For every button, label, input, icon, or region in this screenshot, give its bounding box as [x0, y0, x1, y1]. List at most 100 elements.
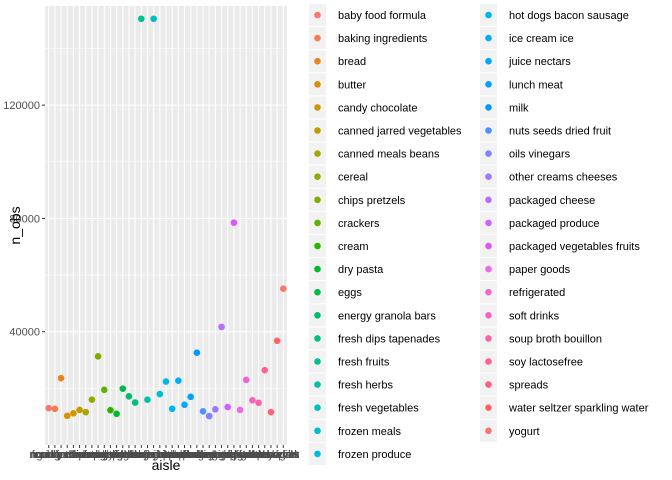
legend-label: eggs: [338, 287, 362, 299]
data-point: [218, 323, 225, 331]
data-point: [175, 377, 182, 385]
x-tick-label: other creams cheeses: [161, 449, 270, 461]
data-point: [224, 403, 232, 411]
data-point: [267, 408, 275, 416]
legend-marker: [314, 404, 321, 412]
legend-label: baby food formula: [338, 10, 427, 22]
legend-marker: [314, 104, 321, 111]
data-point: [261, 366, 269, 374]
data-point: [125, 392, 133, 400]
x-tick-label: soup broth bouillon: [212, 449, 305, 461]
legend-marker: [314, 81, 321, 88]
data-point: [205, 412, 213, 420]
x-tick-label: crackers: [83, 449, 125, 461]
legend-label: hot dogs bacon sausage: [509, 10, 629, 22]
legend-label: canned jarred vegetables: [338, 126, 462, 138]
data-point: [82, 408, 90, 416]
legend-marker: [485, 150, 492, 157]
data-point: [279, 285, 287, 292]
legend-marker: [485, 242, 492, 250]
legend: baby food formula baking ingredients bread…: [309, 4, 649, 465]
data-point: [150, 15, 157, 23]
y-axis: 40000 80000 120000: [3, 100, 45, 339]
x-tick-label: bread: [47, 449, 75, 461]
y-axis-title: n_obs: [7, 206, 23, 244]
legend-marker: [314, 312, 321, 319]
legend-label: energy granola bars: [338, 310, 436, 322]
x-tick-label: frozen produce: [129, 449, 202, 461]
legend-label: fresh herbs: [338, 380, 394, 392]
legend-label: fresh fruits: [338, 357, 390, 369]
legend-marker: [485, 196, 492, 204]
legend-marker: [485, 104, 492, 111]
x-tick-label: yogurt: [268, 449, 299, 461]
legend-label: nuts seeds dried fruit: [509, 126, 611, 138]
x-tick-label: soft drinks: [227, 449, 278, 461]
legend-marker: [485, 34, 492, 42]
x-tick-label: hot dogs bacon sausage: [112, 449, 232, 461]
legend-label: cream: [338, 241, 369, 253]
x-axis-title: aisle: [152, 457, 181, 473]
x-tick-label: canned jarred vegetables: [18, 449, 142, 461]
data-point: [100, 386, 108, 394]
legend-marker: [314, 450, 321, 458]
legend-marker: [485, 335, 492, 342]
data-point: [236, 406, 244, 414]
data-point: [230, 219, 238, 226]
legend-label: crackers: [338, 218, 380, 230]
legend-label: packaged produce: [509, 218, 600, 230]
legend-marker: [314, 196, 321, 204]
data-point: [273, 337, 281, 345]
data-point: [70, 409, 77, 417]
legend-marker: [314, 427, 321, 435]
legend-label: canned meals beans: [338, 149, 440, 161]
x-tick-label: packaged vegetables fruits: [168, 449, 299, 461]
legend-marker: [485, 173, 492, 180]
x-tick-label: water seltzer sparkling water: [206, 449, 347, 461]
x-tick-label: energy granola bars: [80, 449, 178, 461]
x-tick-label: chips pretzels: [64, 449, 132, 461]
legend-label: paper goods: [509, 264, 571, 276]
x-tick-label: soy lactosefree: [228, 449, 302, 461]
data-point: [187, 393, 194, 401]
legend-marker: [485, 381, 492, 388]
data-point: [199, 407, 207, 415]
legend-marker: [314, 288, 321, 296]
data-point: [193, 349, 201, 356]
x-tick-label: frozen meals: [128, 449, 191, 461]
legend-marker: [485, 81, 492, 88]
legend-marker: [314, 57, 321, 65]
legend-marker: [485, 57, 492, 65]
legend-marker: [314, 219, 321, 227]
data-point: [181, 401, 188, 409]
legend-marker: [314, 127, 321, 134]
data-point: [57, 374, 65, 382]
legend-label: fresh vegetables: [338, 403, 419, 415]
x-tick-label: lunch meat: [164, 449, 218, 461]
y-tick-label: 40000: [9, 327, 40, 339]
x-tick-label: oils vinegars: [179, 449, 241, 461]
data-point: [138, 15, 145, 23]
legend-marker: [485, 404, 492, 412]
x-tick-label: fresh vegetables: [113, 449, 194, 461]
legend-label: packaged vegetables fruits: [509, 241, 640, 253]
y-tick-label: 120000: [3, 100, 40, 112]
x-tick-label: spreads: [251, 449, 291, 461]
legend-marker: [314, 335, 321, 342]
legend-marker: [314, 242, 321, 250]
legend-label: ice cream ice: [509, 33, 574, 45]
legend-label: soup broth bouillon: [509, 333, 602, 345]
major-gridlines: [45, 6, 287, 445]
data-point: [249, 396, 256, 404]
data-point: [94, 353, 102, 360]
legend-label: candy chocolate: [338, 102, 418, 114]
x-tick-label: baking ingredients: [10, 449, 100, 461]
legend-label: other creams cheeses: [509, 172, 618, 184]
legend-marker: [314, 34, 321, 42]
legend-marker: [314, 150, 321, 157]
legend-label: dry pasta: [338, 264, 384, 276]
x-tick-label: packaged cheese: [178, 449, 264, 461]
legend-label: chips pretzels: [338, 195, 406, 207]
legend-label: frozen meals: [338, 426, 401, 438]
